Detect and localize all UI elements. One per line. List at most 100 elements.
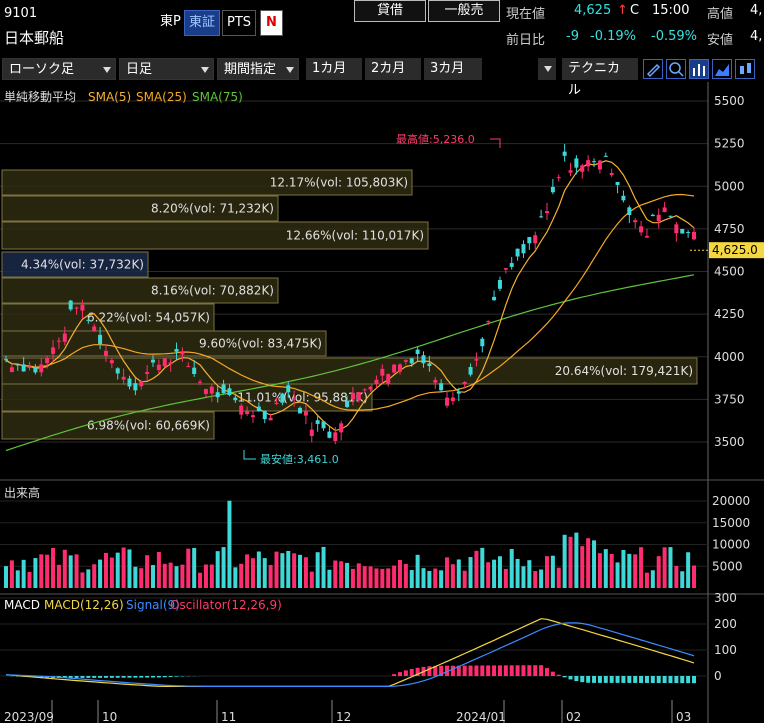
candle-icon[interactable]	[735, 59, 755, 79]
volume-bar	[239, 563, 244, 588]
oscillator-bar	[639, 676, 644, 683]
oscillator-bar	[92, 676, 97, 678]
volume-bar	[621, 549, 626, 588]
candle-body	[339, 423, 344, 433]
candle-body	[586, 160, 591, 167]
candle-body	[397, 364, 402, 372]
candle-body	[468, 367, 473, 375]
candle-body	[68, 300, 73, 310]
volume-bar	[633, 554, 638, 588]
volume-bar	[668, 547, 673, 588]
candle-body	[292, 398, 297, 400]
oscillator-bar	[133, 676, 138, 678]
current-price-value: 4,625	[574, 3, 612, 18]
zoom-icon[interactable]	[666, 59, 686, 79]
volume-bar	[362, 566, 367, 588]
pen-icon[interactable]	[643, 59, 663, 79]
oscillator-bar	[627, 676, 632, 683]
macd-tick-label: 200	[714, 617, 737, 631]
range-1m-button[interactable]: 1カ月	[306, 58, 362, 80]
candle-body	[421, 355, 426, 364]
volume-bar	[74, 554, 79, 588]
tab-tse[interactable]: 東証	[184, 10, 221, 36]
candle-body	[9, 367, 14, 373]
oscillator-bar	[409, 668, 414, 676]
volume-profile-label: 6.98%(vol: 60,669K)	[87, 419, 210, 433]
price-tick-label: 4250	[714, 307, 745, 321]
candle-body	[568, 170, 573, 173]
volume-bar	[409, 570, 414, 588]
bars-icon[interactable]	[689, 59, 709, 79]
price-tick-label: 4000	[714, 350, 745, 364]
candle-body	[309, 429, 314, 437]
oscillator-bar	[80, 676, 85, 678]
oscillator-bar	[486, 665, 491, 676]
oscillator-bar	[668, 676, 673, 684]
volume-bar	[680, 571, 685, 588]
volume-bar	[139, 568, 144, 588]
oscillator-bar	[686, 676, 691, 684]
volume-bar	[580, 546, 585, 588]
volume-profile-box	[1, 221, 429, 250]
price-tick-label: 5000	[714, 179, 745, 193]
credit-button[interactable]: 貸借	[354, 0, 426, 22]
price-tick-label: 5500	[714, 94, 745, 108]
volume-bar	[603, 549, 608, 588]
volume-bar	[27, 572, 32, 588]
candle-body	[456, 391, 461, 394]
range-select[interactable]: 期間指定	[217, 58, 299, 80]
candle-body	[497, 280, 502, 289]
candle-body	[356, 391, 361, 401]
oscillator-bar	[139, 676, 144, 678]
candle-body	[609, 173, 614, 176]
volume-bar	[550, 555, 555, 588]
chart-canvas[interactable]: 12.17%(vol: 105,803K) 8.20%(vol: 71,232K)…	[0, 82, 764, 723]
tab-n[interactable]: N	[260, 10, 283, 36]
technical-button[interactable]: テクニカル	[562, 58, 638, 98]
general-sell-button[interactable]: 一般売	[428, 0, 500, 22]
volume-bar	[33, 558, 38, 588]
volume-bar	[45, 554, 50, 588]
candle-body	[139, 381, 144, 387]
candle-body	[580, 165, 585, 172]
oscillator-bar	[450, 665, 455, 676]
chevron-down-icon	[286, 67, 294, 73]
volume-bar	[533, 571, 538, 588]
high-note: 最高値:5,236.0	[396, 132, 475, 146]
oscillator-bar	[121, 676, 126, 678]
candle-body	[403, 360, 408, 362]
toolbar-dropdown[interactable]	[538, 58, 556, 80]
candle-body	[174, 349, 179, 352]
volume-profile-label: 4.34%(vol: 37,732K)	[21, 258, 144, 272]
candle-body	[445, 397, 450, 406]
oscillator-bar	[474, 665, 479, 676]
volume-bar	[227, 500, 232, 588]
candle-body	[109, 360, 114, 364]
range-3m-button[interactable]: 3カ月	[424, 58, 482, 80]
volume-bar	[309, 571, 314, 588]
candle-body	[327, 431, 332, 438]
volume-bar	[427, 570, 432, 588]
candle-body	[209, 386, 214, 394]
range-2m-button[interactable]: 2カ月	[365, 58, 421, 80]
time-value: 15:00	[652, 3, 690, 18]
candle-body	[221, 384, 226, 394]
candle-body	[674, 224, 679, 234]
candle-body	[527, 237, 532, 244]
candle-body	[686, 232, 691, 234]
low-label: 安値	[707, 33, 734, 48]
chart-type-select[interactable]: ローソク足	[2, 58, 116, 80]
tab-pts[interactable]: PTS	[222, 10, 257, 36]
price-tick-label: 4500	[714, 265, 745, 279]
current-price-label: 現在値	[506, 7, 546, 22]
candle-body	[480, 338, 485, 347]
volume-bar	[62, 549, 67, 588]
oscillator-bar	[62, 676, 67, 678]
oscillator-bar	[86, 676, 91, 678]
period-select[interactable]: 日足	[119, 58, 214, 80]
volume-bar	[162, 563, 167, 588]
volume-bar	[521, 566, 526, 588]
oscillator-bar	[68, 676, 73, 678]
area-icon[interactable]	[712, 59, 732, 79]
candle-body	[80, 304, 85, 311]
